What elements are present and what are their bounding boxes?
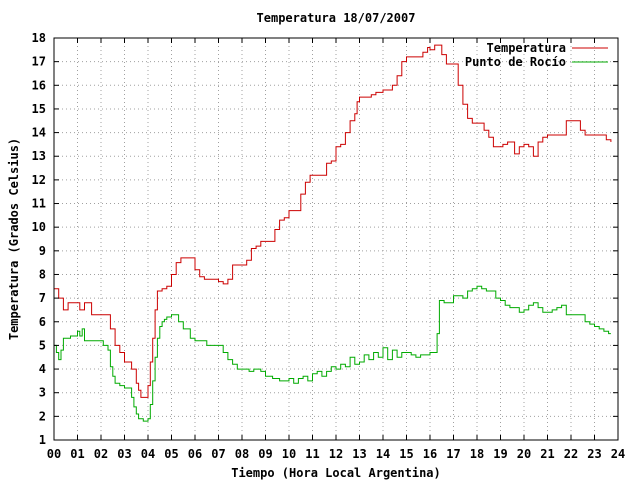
x-tick-label: 19: [493, 447, 507, 461]
y-tick-label: 11: [32, 197, 46, 211]
series-line-punto-de-rocio: [54, 285, 611, 422]
x-tick-label: 01: [70, 447, 84, 461]
grid-layer: [54, 38, 618, 440]
y-tick-label: 5: [39, 338, 46, 352]
x-tick-label: 06: [188, 447, 202, 461]
x-tick-label: 22: [564, 447, 578, 461]
y-tick-label: 16: [32, 78, 46, 92]
y-tick-label: 17: [32, 55, 46, 69]
x-tick-label: 16: [423, 447, 437, 461]
x-tick-label: 13: [352, 447, 366, 461]
x-axis-label: Tiempo (Hora Local Argentina): [231, 466, 441, 480]
x-tick-label: 00: [47, 447, 61, 461]
x-tick-label: 20: [517, 447, 531, 461]
y-tick-label: 14: [32, 126, 46, 140]
x-tick-label: 05: [164, 447, 178, 461]
y-tick-label: 12: [32, 173, 46, 187]
x-tick-label: 15: [399, 447, 413, 461]
y-axis-label: Temperatura (Grados Celsius): [7, 138, 21, 340]
chart-title: Temperatura 18/07/2007: [257, 11, 416, 25]
series-layer: [54, 44, 612, 422]
x-tick-label: 04: [141, 447, 155, 461]
y-tick-label: 1: [39, 433, 46, 447]
y-tick-label: 13: [32, 149, 46, 163]
x-tick-label: 09: [258, 447, 272, 461]
y-tick-label: 2: [39, 409, 46, 423]
x-tick-label: 12: [329, 447, 343, 461]
y-tick-label: 15: [32, 102, 46, 116]
y-tick-label: 6: [39, 315, 46, 329]
x-tick-label: 21: [540, 447, 554, 461]
x-tick-label: 07: [211, 447, 225, 461]
x-tick-label: 11: [305, 447, 319, 461]
x-tick-label: 03: [117, 447, 131, 461]
legend-label-punto-de-rocio: Punto de Rocío: [465, 55, 566, 69]
x-tick-label: 18: [470, 447, 484, 461]
series-line-temperatura: [54, 44, 612, 398]
x-tick-label: 02: [94, 447, 108, 461]
y-tick-label: 9: [39, 244, 46, 258]
legend: Temperatura Punto de Rocío: [465, 41, 608, 69]
y-tick-label: 18: [32, 31, 46, 45]
legend-label-temperatura: Temperatura: [487, 41, 566, 55]
x-tick-label: 24: [611, 447, 625, 461]
x-tick-label: 14: [376, 447, 390, 461]
y-tick-label: 3: [39, 386, 46, 400]
x-tick-label: 17: [446, 447, 460, 461]
y-tick-label: 8: [39, 267, 46, 281]
x-tick-label: 08: [235, 447, 249, 461]
x-tick-label: 23: [587, 447, 601, 461]
y-tick-label: 7: [39, 291, 46, 305]
x-tick-label: 10: [282, 447, 296, 461]
y-tick-label: 10: [32, 220, 46, 234]
tick-layer: 00 01 02 03 04 05 06 07 08 09 10 11 12 13 14 15 16 17 18 19…: [32, 31, 626, 461]
y-tick-label: 4: [39, 362, 46, 376]
